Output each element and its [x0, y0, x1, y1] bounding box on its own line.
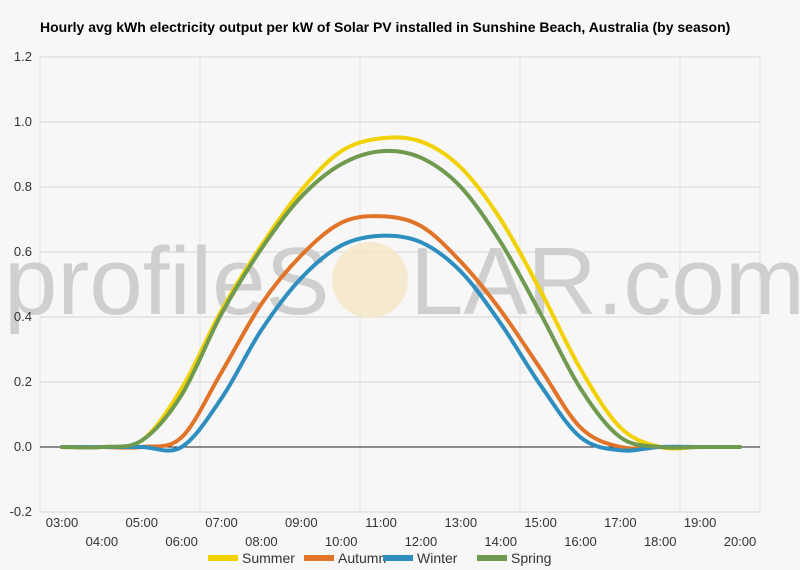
x-tick-label: 18:00	[644, 534, 677, 549]
x-tick-label: 08:00	[245, 534, 278, 549]
legend-label: Autumn	[338, 550, 386, 566]
x-tick-label: 13:00	[445, 515, 478, 530]
legend-item-summer[interactable]: Summer	[208, 550, 295, 566]
legend-swatch	[383, 555, 413, 561]
axes: -0.2 0.0 0.2 0.4 0.6 0.8 1.0 1.2 03:00 04:00 05:00…	[10, 49, 760, 549]
x-tick-label: 05:00	[125, 515, 158, 530]
x-tick-label: 09:00	[285, 515, 318, 530]
y-tick-label: 0.2	[14, 374, 32, 389]
series-line-autumn	[60, 214, 742, 451]
x-tick-label: 04:00	[86, 534, 119, 549]
y-tick-label: 1.2	[14, 49, 32, 64]
legend[interactable]: Summer Autumn Winter Spring	[208, 550, 551, 566]
legend-label: Spring	[511, 550, 551, 566]
series-line-summer	[60, 135, 742, 451]
legend-swatch	[304, 555, 334, 561]
x-tick-label: 14:00	[484, 534, 517, 549]
x-tick-label: 16:00	[564, 534, 597, 549]
y-tick-label: 1.0	[14, 114, 32, 129]
watermark: profileS LAR.com	[4, 228, 800, 335]
x-tick-label: 20:00	[724, 534, 757, 549]
watermark-sun-icon	[332, 242, 408, 318]
x-tick-label: 03:00	[46, 515, 79, 530]
legend-item-winter[interactable]: Winter	[383, 550, 458, 566]
y-tick-label: 0.6	[14, 244, 32, 259]
series-line-spring	[60, 148, 742, 450]
series-line-winter	[60, 233, 742, 453]
x-tick-label: 17:00	[604, 515, 637, 530]
series-lines	[60, 135, 742, 453]
legend-label: Summer	[242, 550, 295, 566]
y-tick-label: 0.8	[14, 179, 32, 194]
legend-item-spring[interactable]: Spring	[477, 550, 551, 566]
x-tick-label: 19:00	[684, 515, 717, 530]
legend-item-autumn[interactable]: Autumn	[304, 550, 386, 566]
watermark-text-left: profileS	[4, 228, 330, 335]
legend-swatch	[477, 555, 507, 561]
x-tick-label: 12:00	[405, 534, 438, 549]
x-tick-label: 07:00	[205, 515, 238, 530]
x-tick-label: 15:00	[524, 515, 557, 530]
x-tick-label: 06:00	[165, 534, 198, 549]
x-tick-label: 10:00	[325, 534, 358, 549]
chart-title: Hourly avg kWh electricity output per kW…	[40, 19, 731, 35]
y-tick-label: 0.0	[14, 439, 32, 454]
legend-swatch	[208, 555, 238, 561]
y-tick-label: 0.4	[14, 309, 32, 324]
watermark-text-right: LAR.com	[410, 228, 800, 335]
legend-label: Winter	[417, 550, 458, 566]
y-tick-label: -0.2	[10, 504, 32, 519]
x-tick-label: 11:00	[365, 515, 397, 530]
